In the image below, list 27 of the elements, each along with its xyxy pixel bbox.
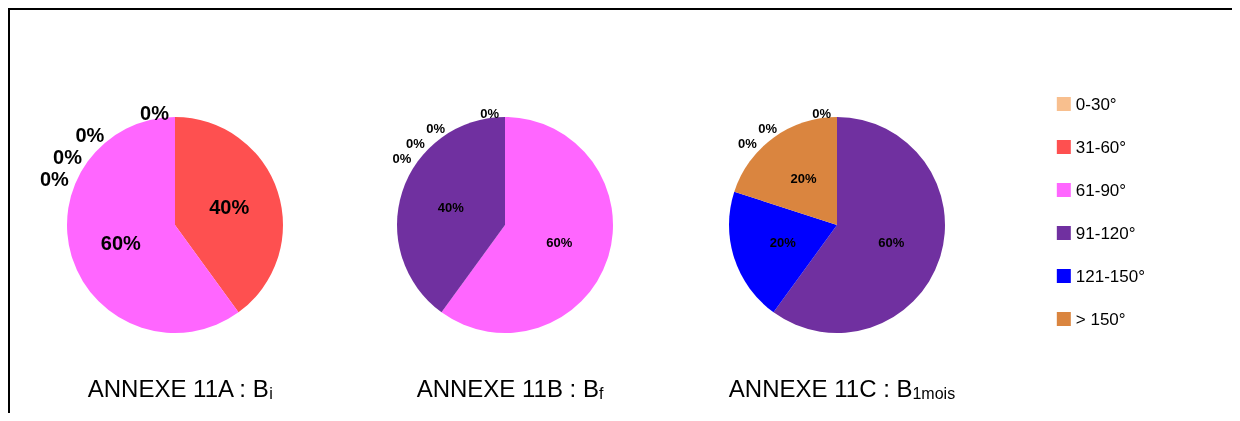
text: 0%: [140, 102, 169, 124]
text: 0%: [480, 105, 499, 121]
text: 0%: [392, 150, 412, 166]
text: 0%: [75, 124, 105, 146]
text: ANNEXE 11B : Bf: [416, 374, 604, 402]
text: ANNEXE 11A : Bi: [87, 374, 273, 402]
legend-label: 61-90°: [1075, 180, 1127, 200]
data-label: 40%: [437, 199, 465, 215]
data-label: 60%: [546, 235, 573, 251]
text: ANNEXE 11C : B1mois: [728, 374, 956, 402]
text: 0%: [426, 120, 445, 136]
legend-label: > 150°: [1075, 309, 1126, 329]
data-label: 40%: [209, 196, 250, 219]
legend-label: 31-60°: [1075, 137, 1127, 157]
text: 0%: [405, 135, 425, 151]
text: 0%: [737, 135, 757, 151]
text: 0%: [53, 146, 82, 168]
data-label: 20%: [790, 171, 817, 187]
text: 0%: [812, 105, 831, 121]
text: 0%: [758, 120, 777, 136]
legend-label: 121-150°: [1075, 266, 1145, 286]
data-label: 60%: [878, 235, 905, 251]
data-label: 60%: [100, 231, 142, 254]
legend-label: 91-120°: [1075, 223, 1136, 243]
data-label: 20%: [769, 235, 797, 251]
text: 0%: [39, 168, 69, 190]
legend-label: 0-30°: [1075, 94, 1117, 114]
